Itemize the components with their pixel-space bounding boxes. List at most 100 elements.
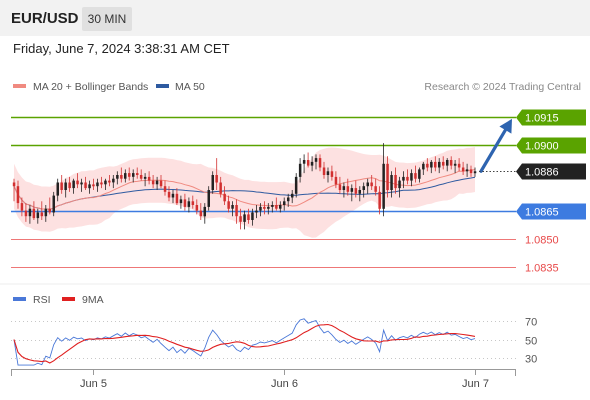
- legend-ma50-label: MA 50: [175, 81, 205, 93]
- candle: [334, 171, 338, 189]
- projection-arrow: [479, 118, 512, 173]
- timestamp: Friday, June 7, 2024 3:38:31 AM CET: [13, 41, 230, 56]
- rsi-ma-line: [13, 323, 476, 364]
- candle-body: [203, 206, 206, 217]
- candle: [20, 197, 24, 217]
- candle: [382, 143, 385, 217]
- candle: [32, 201, 36, 220]
- candle-body: [350, 188, 354, 192]
- candle-body: [342, 186, 346, 190]
- candle-body: [386, 163, 389, 191]
- candle: [56, 178, 59, 202]
- candle-body: [398, 180, 401, 189]
- candle-body: [279, 205, 282, 209]
- candle-body: [124, 173, 127, 179]
- top-toolbar: EUR/USD 30 MIN: [0, 0, 590, 36]
- candle-body: [453, 163, 457, 166]
- legend-ma20-label: MA 20 + Bollinger Bands: [33, 81, 148, 93]
- candle-body: [28, 208, 32, 217]
- candle: [211, 171, 214, 194]
- candle: [16, 180, 20, 209]
- candle: [449, 156, 453, 170]
- candle-body: [155, 180, 159, 185]
- ma20-line: [13, 169, 476, 210]
- legend-ma20-swatch: [13, 84, 26, 88]
- candle-body: [116, 175, 119, 179]
- candle: [422, 161, 425, 175]
- candle: [112, 175, 115, 189]
- candle-body: [68, 182, 71, 189]
- candle-body: [438, 161, 441, 168]
- x-tick-label-0: Jun 5: [80, 378, 107, 390]
- candle: [358, 186, 361, 202]
- candle-body: [426, 163, 429, 168]
- candle-body: [171, 193, 175, 198]
- level-label-2: 1.0865: [525, 207, 559, 219]
- x-tick-label-1: Jun 6: [271, 378, 298, 390]
- candle-body: [263, 206, 266, 209]
- candle-body: [239, 216, 242, 222]
- candle: [326, 167, 330, 183]
- x-tick-label-2: Jun 7: [462, 378, 489, 390]
- candle-body: [406, 176, 409, 181]
- candle: [203, 203, 206, 224]
- candle-body: [402, 176, 405, 181]
- candle-body: [298, 163, 302, 177]
- candle: [442, 156, 445, 170]
- candle: [414, 165, 417, 183]
- candle-body: [211, 175, 214, 190]
- candle-body: [231, 205, 234, 209]
- candle: [446, 158, 449, 172]
- candle: [354, 180, 358, 198]
- candle: [346, 178, 350, 196]
- candle-body: [302, 160, 306, 164]
- candle: [418, 167, 421, 183]
- candle: [318, 154, 322, 172]
- candle-body: [72, 180, 75, 189]
- candle-body: [318, 158, 322, 168]
- candle: [199, 203, 203, 220]
- candle-body: [136, 173, 139, 175]
- candle: [469, 165, 473, 177]
- candle-body: [16, 186, 20, 204]
- candle-body: [330, 171, 334, 177]
- candle: [378, 186, 381, 215]
- candle: [155, 176, 159, 190]
- candle: [406, 169, 409, 185]
- candle: [322, 161, 326, 179]
- candle-body: [88, 184, 91, 189]
- candle-body: [259, 206, 262, 211]
- candle-body: [24, 210, 28, 217]
- candle: [72, 178, 75, 194]
- candle-body: [120, 175, 123, 179]
- candle: [465, 163, 469, 177]
- legend-rsi-swatch: [13, 297, 26, 301]
- level-tag-1: [516, 137, 586, 154]
- rsi-tick-label-1: 50: [525, 336, 537, 348]
- candle: [179, 195, 183, 209]
- candle-body: [48, 208, 51, 213]
- candle-body: [414, 173, 417, 179]
- candle-body: [167, 191, 171, 198]
- candle-body: [20, 203, 24, 211]
- candle-body: [191, 201, 195, 205]
- candle: [374, 178, 377, 196]
- candle: [48, 197, 51, 215]
- candle-body: [40, 212, 44, 217]
- candle: [247, 208, 250, 224]
- interval-button[interactable]: 30 MIN: [82, 7, 132, 31]
- candle-body: [275, 205, 278, 209]
- candle-body: [469, 169, 473, 174]
- projection-arrow-head: [499, 118, 512, 134]
- candle: [306, 152, 310, 168]
- candle-body: [151, 180, 155, 185]
- candle-body: [80, 182, 83, 185]
- candle: [287, 193, 290, 207]
- candle-body: [227, 201, 230, 209]
- level-tag-2: [516, 203, 586, 220]
- candle-body: [163, 186, 167, 192]
- candle: [453, 160, 457, 174]
- candle: [283, 197, 286, 211]
- candle: [132, 169, 135, 183]
